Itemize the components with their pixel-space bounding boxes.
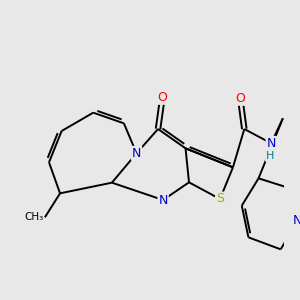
Text: O: O bbox=[235, 92, 245, 105]
Text: S: S bbox=[216, 193, 224, 206]
Text: O: O bbox=[158, 91, 167, 104]
Text: N: N bbox=[132, 147, 141, 160]
Text: N: N bbox=[293, 214, 300, 227]
Text: N: N bbox=[266, 137, 276, 150]
Text: H: H bbox=[266, 151, 275, 161]
Text: N: N bbox=[158, 194, 168, 206]
Text: CH₃: CH₃ bbox=[24, 212, 44, 222]
